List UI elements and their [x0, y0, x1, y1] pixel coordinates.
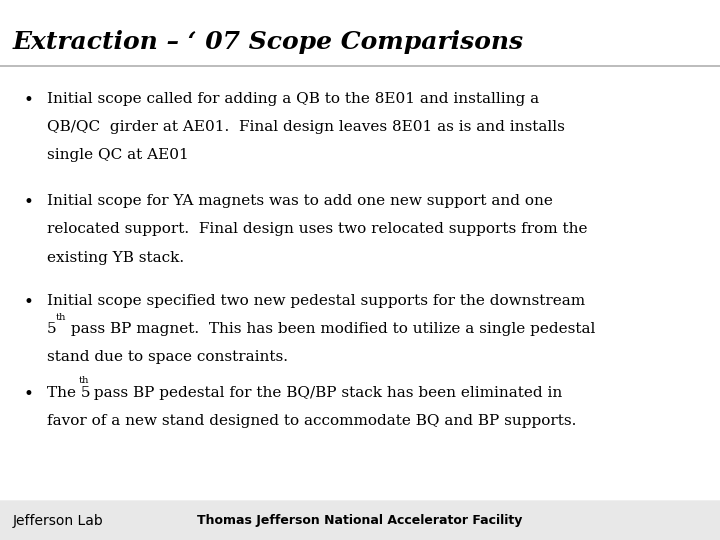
- Text: Initial scope for YA magnets was to add one new support and one: Initial scope for YA magnets was to add …: [47, 194, 553, 208]
- Text: pass BP pedestal for the BQ/BP stack has been eliminated in: pass BP pedestal for the BQ/BP stack has…: [89, 386, 562, 400]
- Text: •: •: [23, 194, 33, 211]
- Text: pass BP magnet.  This has been modified to utilize a single pedestal: pass BP magnet. This has been modified t…: [66, 322, 595, 336]
- Text: 5: 5: [47, 322, 56, 336]
- Text: stand due to space constraints.: stand due to space constraints.: [47, 350, 288, 365]
- Text: relocated support.  Final design uses two relocated supports from the: relocated support. Final design uses two…: [47, 222, 588, 237]
- Text: existing YB stack.: existing YB stack.: [47, 251, 184, 265]
- Text: th: th: [78, 376, 89, 386]
- Text: •: •: [23, 92, 33, 109]
- Text: Initial scope called for adding a QB to the 8E01 and installing a: Initial scope called for adding a QB to …: [47, 92, 539, 106]
- Text: QB/QC  girder at AE01.  Final design leaves 8E01 as is and installs: QB/QC girder at AE01. Final design leave…: [47, 120, 564, 134]
- Text: th: th: [55, 313, 66, 322]
- Text: The 5: The 5: [47, 386, 90, 400]
- Bar: [0, 501, 720, 540]
- Text: favor of a new stand designed to accommodate BQ and BP supports.: favor of a new stand designed to accommo…: [47, 414, 576, 428]
- Text: Initial scope specified two new pedestal supports for the downstream: Initial scope specified two new pedestal…: [47, 294, 585, 308]
- Text: Jefferson Lab: Jefferson Lab: [13, 514, 104, 528]
- Text: •: •: [23, 386, 33, 403]
- Text: single QC at AE01: single QC at AE01: [47, 148, 189, 162]
- Text: Extraction – ‘ 07 Scope Comparisons: Extraction – ‘ 07 Scope Comparisons: [13, 30, 524, 53]
- Text: •: •: [23, 294, 33, 311]
- Text: Thomas Jefferson National Accelerator Facility: Thomas Jefferson National Accelerator Fa…: [197, 514, 523, 527]
